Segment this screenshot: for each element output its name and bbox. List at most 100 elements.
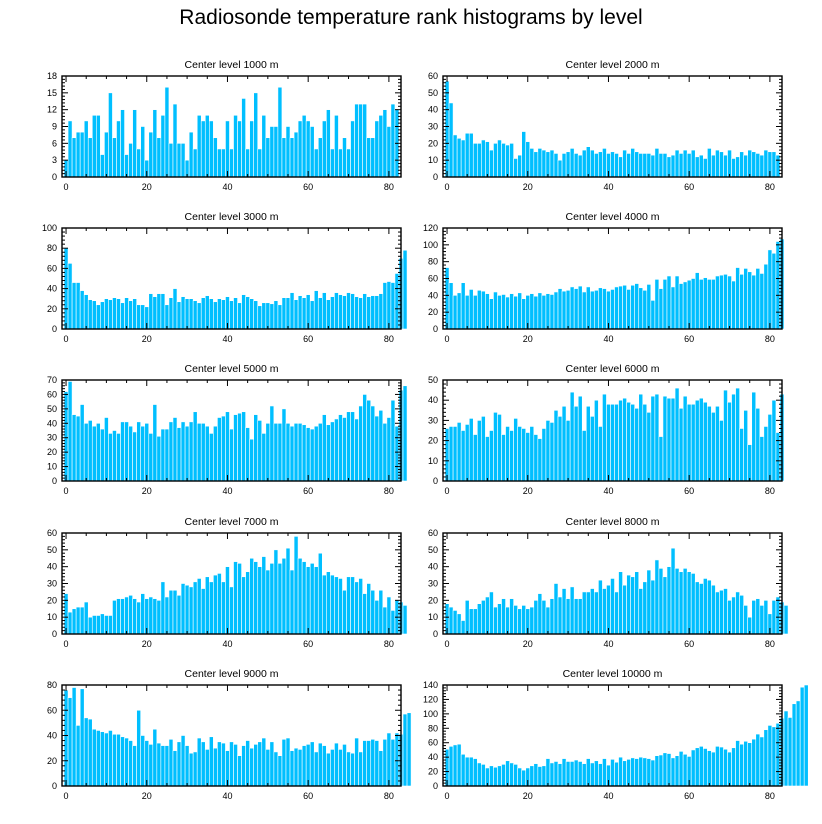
- panel-10-bar: [698, 746, 704, 787]
- panel-7-bar: [378, 589, 384, 635]
- panel-2-ytick-label: 60: [428, 71, 438, 81]
- panel-9-bar: [120, 736, 125, 787]
- panel-3-bar: [297, 295, 303, 330]
- panel-4-bar: [533, 295, 539, 330]
- panel-3-bar: [378, 293, 384, 330]
- panel-1-ytick-label: 12: [47, 105, 57, 115]
- panel-1-bar: [120, 109, 125, 178]
- panel-5-bar: [382, 422, 388, 482]
- panel-7-bar: [354, 581, 359, 635]
- panel-9-bar: [249, 747, 255, 787]
- panel-6-bar: [598, 426, 603, 482]
- panel-7-bar: [83, 601, 89, 635]
- panel-1-bar: [301, 114, 307, 178]
- panel-7-bar: [196, 578, 202, 635]
- panel-6-bar: [513, 418, 518, 482]
- panel-2-bar: [565, 151, 571, 178]
- panel-2-bar: [444, 80, 450, 178]
- panel-3-xtick-label: 60: [303, 334, 313, 344]
- panel-5-xtick-label: 60: [303, 486, 313, 496]
- panel-8-bar: [472, 608, 478, 635]
- panel-3-xtick-label: 80: [384, 334, 394, 344]
- panel-4-bar: [678, 283, 684, 330]
- panel-9-bar: [269, 741, 275, 787]
- panel-8-bar: [727, 600, 732, 635]
- panel-4-bar: [690, 278, 696, 330]
- panel-4-title: Center level 4000 m: [566, 211, 660, 223]
- panel-3-bar: [221, 299, 226, 330]
- panel-9-bar: [229, 741, 234, 787]
- panel-8-bar: [476, 603, 482, 635]
- panel-4-bar: [670, 286, 676, 330]
- panel-10-ytick-label: 20: [428, 767, 438, 777]
- panel-1-bar: [378, 114, 384, 178]
- panel-3-bar: [71, 282, 77, 330]
- panel-9-bar: [156, 742, 162, 787]
- panel-10-bar: [472, 758, 478, 787]
- panel-7-ytick-label: 20: [47, 595, 57, 605]
- panel-1-bar: [156, 137, 162, 178]
- panel-6-bar: [674, 387, 680, 482]
- panel-2-title: Center level 2000 m: [566, 59, 660, 71]
- panel-1-bar: [124, 154, 129, 178]
- panel-4-bar: [674, 275, 680, 330]
- panel-10-bar: [533, 763, 539, 787]
- panel-7-ytick-label: 30: [47, 579, 57, 589]
- panel-2-ytick-label: 10: [428, 155, 438, 165]
- panel-6-bar: [614, 403, 619, 482]
- panel-6-bar: [602, 393, 607, 482]
- panel-5-bar: [164, 428, 170, 482]
- panel-6-bar: [553, 409, 559, 482]
- panel-2-bar: [743, 154, 748, 178]
- panel-10-bar: [702, 748, 708, 787]
- panel-8-bar: [464, 600, 470, 635]
- panel-3-xtick-label: 40: [222, 334, 232, 344]
- panel-6-bar: [497, 414, 502, 482]
- panel-2-ytick-label: 30: [428, 122, 438, 132]
- panel-1-bar: [390, 103, 396, 178]
- panel-2-bar: [719, 151, 724, 178]
- panel-8-bar: [755, 598, 761, 635]
- panel-4-bar: [646, 284, 652, 330]
- panel-3-bar: [261, 302, 267, 330]
- panel-3-bar: [309, 300, 315, 330]
- panel-7-ytick-label: 60: [47, 528, 57, 538]
- panel-5-bar: [297, 422, 303, 482]
- panel-10-bar: [476, 762, 482, 787]
- panel-5-title: Center level 5000 m: [185, 363, 279, 375]
- panel-5-bar: [148, 433, 154, 482]
- panel-10-bar: [783, 710, 789, 787]
- panel-5-bar: [334, 418, 339, 482]
- panel-7-bar: [342, 589, 347, 635]
- panel-3-bar: [87, 299, 93, 330]
- panel-8-bar: [468, 608, 474, 635]
- panel-8-bar: [670, 547, 676, 635]
- panel-9-xtick-label: 80: [384, 791, 394, 801]
- panel-1-bar: [204, 114, 210, 178]
- panel-10-bar: [755, 733, 761, 787]
- panel-8-bar: [505, 606, 510, 635]
- panel-2-bar: [759, 154, 765, 178]
- panel-6-bar: [585, 405, 591, 482]
- panel-7-bar: [297, 557, 303, 635]
- panel-2-bar: [589, 149, 595, 178]
- panel-3-bar: [79, 290, 85, 330]
- panel-6-bar: [533, 434, 539, 482]
- panel-3-bar: [67, 263, 73, 330]
- panel-6-bar: [634, 407, 640, 482]
- panel-3-bar: [269, 303, 275, 330]
- panel-5-bar: [204, 425, 210, 482]
- panel-1-bar: [265, 137, 271, 178]
- panel-6-bar: [537, 438, 543, 482]
- panel-2-xtick-label: 60: [684, 182, 694, 192]
- panel-2-bar: [505, 144, 510, 178]
- panel-3-bar: [124, 297, 129, 330]
- panel-7-bar: [338, 578, 343, 635]
- panel-6-bar: [763, 426, 769, 482]
- panel-7-ytick-label: 40: [47, 562, 57, 572]
- panel-5-xtick-label: 0: [64, 486, 69, 496]
- panel-10-bar: [799, 686, 805, 787]
- panel-1-bar: [386, 126, 392, 178]
- panel-4-bar: [589, 290, 595, 330]
- panel-8-bar: [561, 588, 567, 635]
